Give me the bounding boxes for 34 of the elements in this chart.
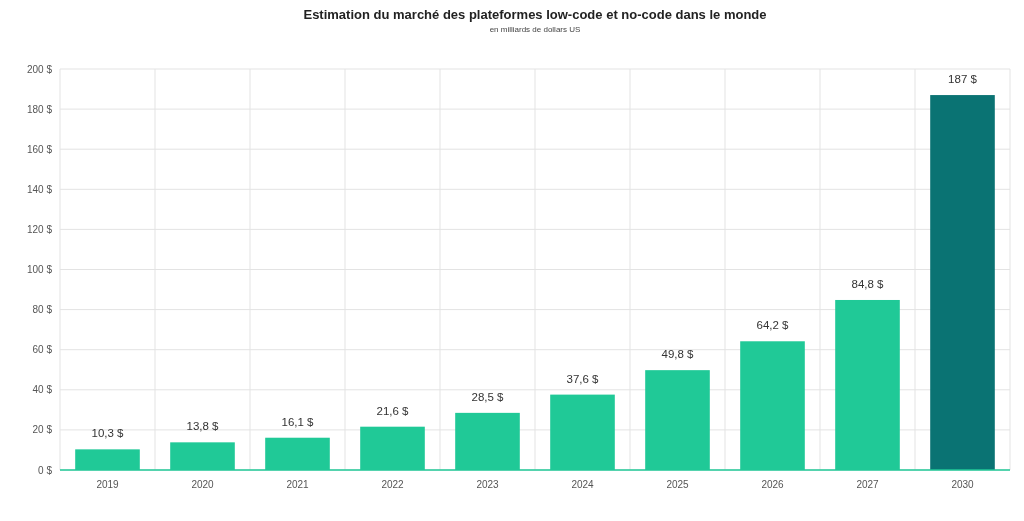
x-tick-label: 2030 — [951, 479, 975, 490]
data-label: 10,3 $ — [91, 427, 125, 440]
x-tick-label: 2021 — [286, 479, 310, 490]
x-tick-label: 2024 — [571, 479, 595, 490]
x-tick-label: 2026 — [761, 479, 785, 490]
x-tick-label: 2027 — [856, 479, 880, 490]
y-tick-label: 180 $ — [26, 103, 53, 115]
y-tick-label: 20 $ — [32, 424, 53, 436]
chart-title: Estimation du marché des plateformes low-code et no-code dans le monde — [303, 7, 767, 22]
data-label: 187 $ — [948, 73, 978, 86]
y-tick-label: 200 $ — [26, 63, 53, 75]
y-tick-label: 80 $ — [32, 304, 53, 316]
data-label: 13,8 $ — [186, 420, 220, 433]
x-tick-label: 2020 — [191, 479, 215, 490]
y-tick-label: 160 $ — [26, 143, 53, 155]
data-label: 16,1 $ — [281, 415, 315, 428]
data-label: 21,6 $ — [376, 404, 410, 417]
data-label: 37,6 $ — [566, 372, 600, 385]
y-tick-label: 0 $ — [38, 464, 53, 476]
chart-subtitle: en milliards de dollars US — [489, 25, 581, 34]
data-label: 84,8 $ — [851, 277, 885, 290]
x-tick-label: 2023 — [476, 479, 500, 490]
y-tick-label: 120 $ — [26, 223, 53, 235]
y-tick-label: 100 $ — [26, 264, 53, 275]
data-label: 64,2 $ — [756, 319, 790, 332]
data-label: 49,8 $ — [661, 348, 695, 361]
x-tick-label: 2022 — [381, 479, 405, 490]
y-tick-label: 60 $ — [32, 344, 53, 356]
data-label: 28,5 $ — [471, 390, 505, 403]
y-tick-label: 140 $ — [26, 183, 53, 195]
y-tick-label: 40 $ — [32, 384, 53, 396]
x-tick-label: 2025 — [666, 479, 690, 490]
bar — [930, 95, 995, 470]
x-tick-label: 2019 — [96, 479, 120, 490]
